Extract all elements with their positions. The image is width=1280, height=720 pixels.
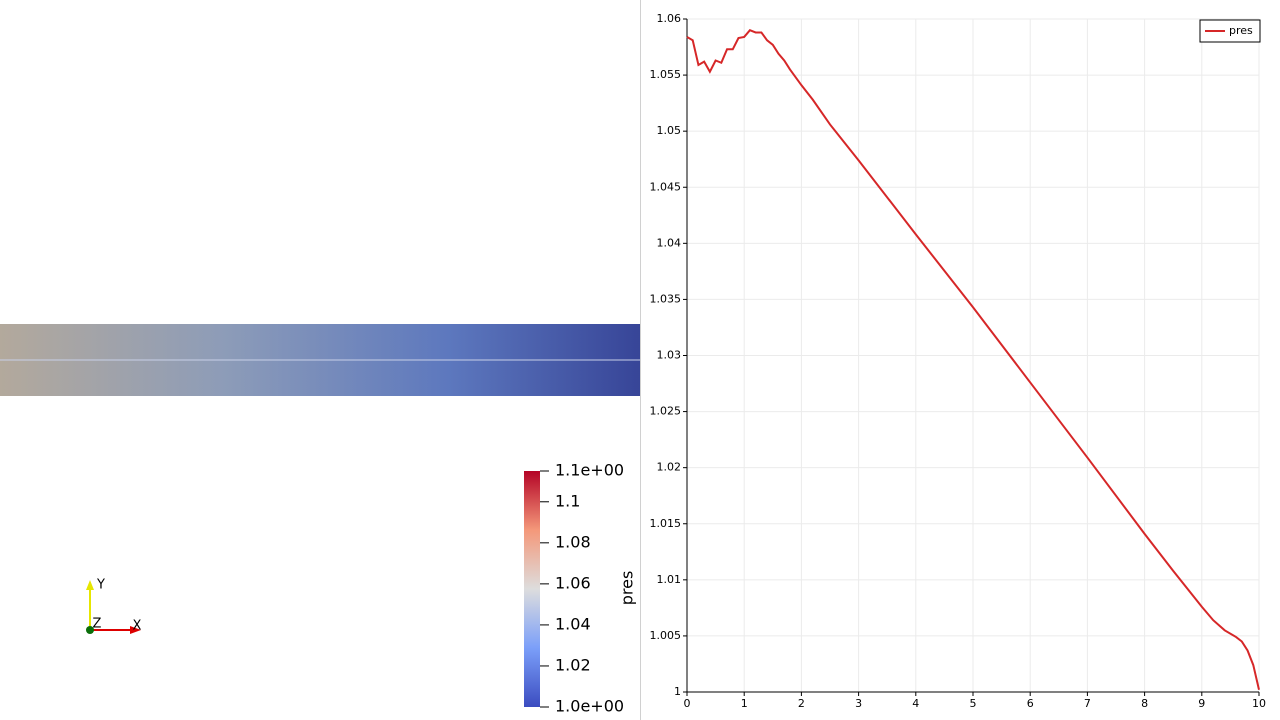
y-tick-label: 1.06 xyxy=(657,12,682,25)
x-tick-label: 5 xyxy=(970,697,977,710)
y-tick-label: 1.005 xyxy=(650,629,682,642)
y-tick-label: 1.01 xyxy=(657,573,682,586)
x-tick-label: 2 xyxy=(798,697,805,710)
orientation-axes: Y Z X xyxy=(86,578,142,634)
series-line xyxy=(686,29,1260,690)
x-tick-label: 9 xyxy=(1198,697,1205,710)
legend-box xyxy=(1199,19,1261,43)
y-tick-label: 1.04 xyxy=(657,236,682,249)
y-arrow-head xyxy=(86,580,94,590)
y-tick-label: 1.015 xyxy=(650,517,682,530)
z-axis-dot xyxy=(86,626,94,634)
legend-tick-label: 1.02 xyxy=(555,655,591,674)
y-tick-label: 1.02 xyxy=(657,461,682,474)
legend-label: pres xyxy=(1229,24,1253,37)
x-tick-label: 3 xyxy=(855,697,862,710)
x-tick-label: 10 xyxy=(1252,697,1266,710)
axis-label: X xyxy=(133,619,142,634)
y-tick-label: 1.03 xyxy=(657,349,682,362)
legend-tick-label: 1.1 xyxy=(555,491,580,510)
y-tick-label: 1.05 xyxy=(657,124,682,137)
y-tick-label: 1.055 xyxy=(650,68,682,81)
x-tick-label: 7 xyxy=(1084,697,1091,710)
line-chart-view: 1 1.005 1.01 1.015 1.02 1.025 1.03 1.035 1.04 1.0… xyxy=(650,12,1267,710)
legend-tick-label: 1.04 xyxy=(555,614,591,633)
color-legend-title: pres xyxy=(618,571,637,606)
x-tick-label: 1 xyxy=(741,697,748,710)
legend-tick-label: 1.0e+00 xyxy=(555,697,624,716)
x-tick-label: 6 xyxy=(1027,697,1034,710)
y-tick-label: 1.035 xyxy=(650,292,682,305)
legend-tick-label: 1.08 xyxy=(555,532,591,551)
y-tick-label: 1.025 xyxy=(650,405,682,418)
y-tick-label: 1 xyxy=(674,685,681,698)
legend-tick-label: 1.06 xyxy=(555,573,591,592)
x-tick-label: 4 xyxy=(912,697,919,710)
x-arrow-head xyxy=(130,626,141,634)
color-bar xyxy=(524,471,540,707)
y-tick-label: 1.045 xyxy=(650,180,682,193)
x-tick-label: 8 xyxy=(1141,697,1148,710)
x-tick-label: 0 xyxy=(684,697,691,710)
legend-tick-label: 1.1e+00 xyxy=(555,461,624,480)
axis-label: Z xyxy=(93,617,102,632)
axis-label: Y xyxy=(96,578,105,593)
